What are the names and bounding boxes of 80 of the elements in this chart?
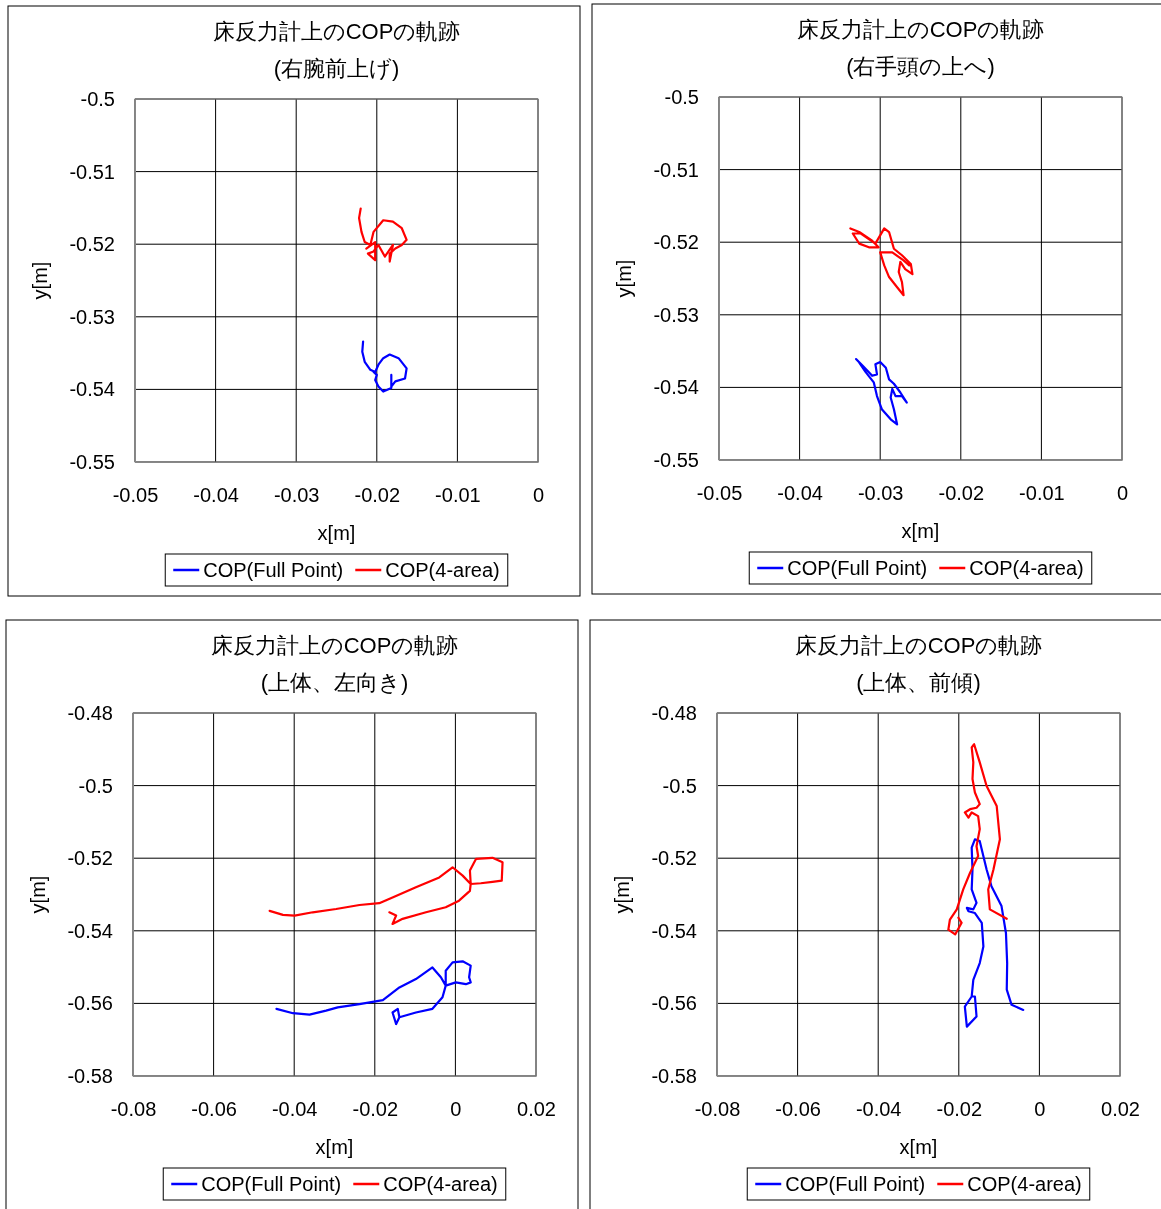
- x-tick-label: 0: [450, 1098, 462, 1121]
- y-axis-title: y[m]: [29, 261, 51, 300]
- y-tick-label: -0.54: [653, 376, 699, 399]
- x-tick-label: -0.02: [938, 482, 985, 505]
- legend-label: COP(Full Point): [785, 1173, 926, 1195]
- y-axis-title: y[m]: [611, 875, 633, 914]
- x-tick-label: -0.08: [694, 1098, 741, 1121]
- x-tick-label: -0.03: [857, 482, 904, 505]
- y-tick-label: -0.56: [67, 992, 113, 1015]
- x-tick-label: -0.05: [696, 482, 743, 505]
- chart-title: 床反力計上のCOPの軌跡: [796, 17, 1045, 42]
- line-series: [963, 838, 1025, 1028]
- y-tick-label: -0.51: [69, 160, 115, 183]
- x-tick-label: -0.02: [354, 484, 401, 507]
- x-tick-label: -0.03: [273, 484, 320, 507]
- y-tick-label: -0.48: [651, 701, 697, 724]
- y-tick-label: -0.56: [651, 992, 697, 1015]
- x-tick-label: 0: [1116, 482, 1129, 505]
- y-tick-label: -0.5: [664, 85, 699, 108]
- y-tick-label: -0.5: [662, 774, 697, 797]
- x-axis-title: x[m]: [315, 1136, 354, 1158]
- y-tick-label: -0.53: [69, 305, 115, 328]
- x-tick-label: -0.04: [855, 1098, 902, 1121]
- line-series: [849, 227, 914, 297]
- x-tick-label: -0.01: [1019, 482, 1065, 505]
- x-tick-label: -0.06: [775, 1098, 821, 1121]
- x-axis-title: x[m]: [899, 1136, 938, 1158]
- y-tick-label: -0.54: [69, 378, 115, 401]
- y-tick-label: -0.58: [651, 1064, 697, 1087]
- legend-label: COP(4-area): [967, 1173, 1082, 1195]
- y-tick-label: -0.55: [69, 450, 115, 473]
- y-tick-label: -0.54: [67, 919, 113, 942]
- x-axis-title: x[m]: [901, 520, 940, 542]
- legend-label: COP(4-area): [383, 1173, 498, 1195]
- chart-subtitle: (右腕前上げ): [273, 56, 400, 81]
- x-tick-label: -0.04: [777, 482, 823, 505]
- line-series: [947, 743, 1008, 936]
- chart-subtitle: (上体、前傾): [856, 670, 981, 695]
- legend-label: COP(Full Point): [201, 1173, 342, 1195]
- y-tick-label: -0.5: [80, 87, 115, 110]
- line-series: [361, 340, 408, 393]
- x-tick-label: -0.02: [936, 1098, 983, 1121]
- y-tick-label: -0.53: [653, 303, 699, 326]
- chart-title: 床反力計上のCOPの軌跡: [212, 19, 461, 44]
- x-tick-label: 0.02: [517, 1098, 556, 1121]
- line-series: [854, 357, 908, 426]
- legend-label: COP(Full Point): [203, 559, 344, 581]
- x-tick-label: -0.02: [352, 1098, 399, 1121]
- y-tick-label: -0.58: [67, 1064, 113, 1087]
- x-axis-title: x[m]: [317, 522, 356, 544]
- line-series: [268, 856, 504, 925]
- y-tick-label: -0.52: [69, 233, 115, 256]
- x-tick-label: -0.01: [435, 484, 481, 507]
- legend-label: COP(4-area): [969, 557, 1084, 579]
- line-series: [357, 207, 408, 263]
- y-tick-label: -0.52: [67, 847, 113, 870]
- y-tick-label: -0.51: [653, 158, 699, 181]
- y-tick-label: -0.54: [651, 919, 697, 942]
- chart-subtitle: (右手頭の上へ): [846, 54, 995, 79]
- x-tick-label: 0.02: [1101, 1098, 1140, 1121]
- line-series: [275, 960, 472, 1026]
- legend-label: COP(4-area): [385, 559, 500, 581]
- y-tick-label: -0.52: [651, 847, 697, 870]
- x-tick-label: -0.04: [193, 484, 239, 507]
- y-tick-label: -0.5: [78, 774, 113, 797]
- chart-title: 床反力計上のCOPの軌跡: [794, 633, 1043, 658]
- legend-label: COP(Full Point): [787, 557, 928, 579]
- x-tick-label: 0: [532, 484, 545, 507]
- chart-title: 床反力計上のCOPの軌跡: [210, 633, 459, 658]
- y-tick-label: -0.52: [653, 231, 699, 254]
- y-axis-title: y[m]: [613, 259, 635, 298]
- y-tick-label: -0.55: [653, 448, 699, 471]
- x-tick-label: -0.05: [112, 484, 159, 507]
- x-tick-label: -0.04: [271, 1098, 318, 1121]
- x-tick-label: -0.08: [110, 1098, 157, 1121]
- x-tick-label: 0: [1034, 1098, 1046, 1121]
- x-tick-label: -0.06: [191, 1098, 237, 1121]
- y-tick-label: -0.48: [67, 701, 113, 724]
- y-axis-title: y[m]: [27, 875, 49, 914]
- chart-subtitle: (上体、左向き): [260, 670, 409, 695]
